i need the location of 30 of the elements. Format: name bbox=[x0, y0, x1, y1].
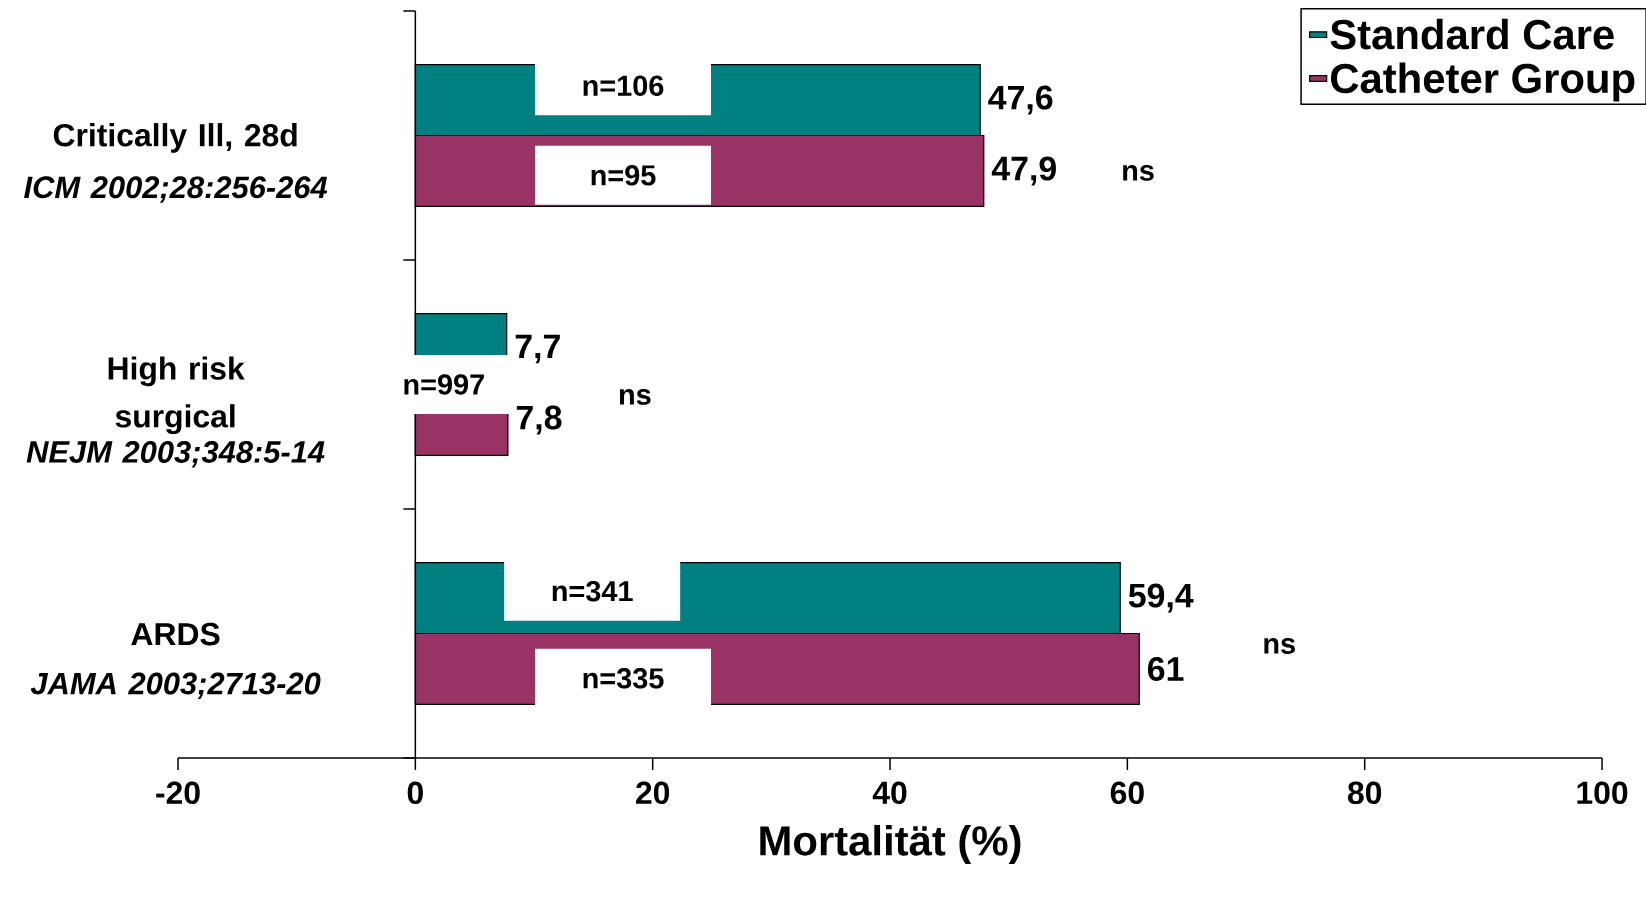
data-label: 47,6 bbox=[988, 85, 1053, 115]
legend-label: Catheter Group bbox=[1330, 62, 1635, 102]
annotation: ns bbox=[1123, 164, 1154, 181]
data-label: 61 bbox=[1147, 656, 1184, 681]
annotation: n=106 bbox=[583, 75, 664, 96]
y-tick-label: ARDS bbox=[131, 622, 220, 646]
x-tick-label: 20 bbox=[636, 781, 670, 805]
annotation: ns bbox=[619, 389, 651, 405]
data-label: 7,7 bbox=[515, 334, 560, 364]
annotation: n=335 bbox=[583, 668, 664, 689]
annotation: n=341 bbox=[552, 580, 633, 602]
annotation: ns bbox=[1264, 638, 1295, 654]
x-tick-label: 0 bbox=[407, 781, 423, 805]
data-label: 47,9 bbox=[991, 156, 1056, 186]
annotation: NEJM 2003;348:5-14 bbox=[26, 441, 325, 468]
data-label: 59,4 bbox=[1128, 583, 1194, 613]
y-tick-label: Critically Ill, 28d bbox=[53, 123, 297, 153]
x-tick-label: 100 bbox=[1577, 781, 1628, 805]
x-tick-label: 60 bbox=[1110, 781, 1144, 805]
x-tick-label: 40 bbox=[872, 781, 907, 805]
data-label: 7,8 bbox=[516, 405, 562, 435]
x-tick-label: 80 bbox=[1347, 781, 1382, 805]
legend-label: Standard Care bbox=[1330, 18, 1614, 50]
annotation: JAMA 2003;2713-20 bbox=[30, 672, 321, 699]
annotation: n=997 bbox=[404, 374, 484, 395]
x-axis-title: Mortalität (%) bbox=[760, 824, 1021, 864]
x-tick-label: -20 bbox=[156, 781, 200, 805]
y-tick-label: High risk surgical bbox=[108, 356, 245, 435]
annotation: ICM 2002;28:256-264 bbox=[24, 176, 328, 203]
annotation: n=95 bbox=[591, 165, 656, 186]
